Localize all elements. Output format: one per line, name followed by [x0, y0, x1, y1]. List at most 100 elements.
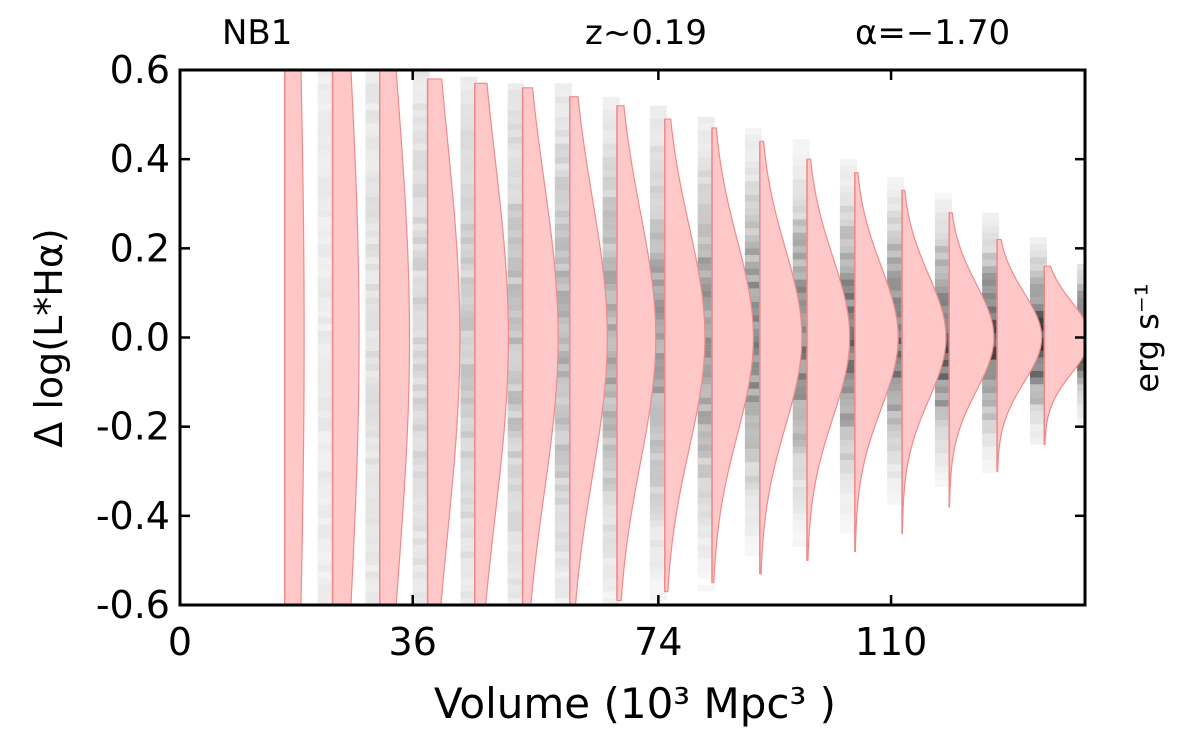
histogram-bin — [934, 259, 952, 267]
histogram-bin — [602, 384, 620, 391]
histogram-bin — [412, 237, 430, 244]
histogram-bin — [649, 399, 667, 407]
histogram-bin — [412, 290, 430, 298]
violin-shape — [522, 87, 559, 605]
histogram-bin — [839, 460, 857, 467]
histogram-bin — [460, 484, 478, 492]
histogram-bin — [460, 564, 478, 572]
histogram-bin — [649, 480, 667, 487]
histogram-bin — [649, 486, 667, 494]
histogram-bin — [649, 299, 667, 307]
histogram-bin — [792, 139, 810, 146]
histogram-bin — [1029, 284, 1047, 291]
histogram-bin — [887, 190, 905, 198]
histogram-bin — [602, 350, 620, 358]
histogram-bin — [649, 406, 667, 414]
histogram-bin — [697, 177, 715, 184]
histogram-bin — [507, 484, 525, 492]
violin-shape — [664, 118, 706, 593]
histogram-bin — [507, 324, 525, 331]
histogram-bin — [365, 598, 383, 605]
histogram-bin — [934, 413, 952, 420]
histogram-bin — [649, 205, 667, 213]
histogram-bin — [1029, 270, 1047, 278]
chart-axes: 0.6 0.4 0.2 0.0 -0.2 -0.4 -0.60 36 74 110 — [96, 48, 1087, 664]
histogram-bin — [365, 444, 383, 452]
histogram-bin — [507, 183, 525, 191]
histogram-bin — [365, 491, 383, 498]
histogram-bin — [412, 130, 430, 137]
histogram-bin — [554, 243, 572, 251]
histogram-bin — [744, 154, 762, 162]
histogram-bin — [792, 460, 810, 467]
histogram-bin — [317, 598, 335, 605]
histogram-bin — [365, 103, 383, 111]
histogram-bin — [982, 386, 1000, 394]
histogram-bin — [460, 163, 478, 171]
histogram-bin — [792, 252, 810, 260]
histogram-bin — [934, 286, 952, 293]
histogram-bin — [460, 257, 478, 264]
histogram-bin — [507, 558, 525, 565]
histogram-bin — [365, 471, 383, 478]
histogram-bin — [744, 255, 762, 262]
histogram-bin — [934, 366, 952, 374]
histogram-bin — [554, 524, 572, 532]
histogram-bin — [792, 366, 810, 374]
histogram-bin — [507, 143, 525, 151]
histogram-bin — [412, 437, 430, 445]
histogram-bin — [839, 199, 857, 206]
histogram-bin — [554, 90, 572, 97]
histogram-bin — [649, 560, 667, 568]
histogram-bin — [365, 524, 383, 532]
histogram-bin — [744, 482, 762, 490]
histogram-bin — [744, 241, 762, 249]
histogram-bin — [839, 159, 857, 166]
histogram-bin — [365, 76, 383, 84]
histogram-bin — [412, 310, 430, 318]
violin-shape — [1043, 265, 1085, 446]
histogram-bin — [602, 330, 620, 338]
histogram-bin — [365, 223, 383, 231]
histogram-bin — [744, 475, 762, 483]
histogram-bin — [460, 384, 478, 391]
histogram-bin — [460, 424, 478, 432]
x-tick-label: 110 — [855, 620, 928, 664]
column-1 — [283, 70, 335, 605]
histogram-bin — [507, 584, 525, 592]
histogram-bin — [649, 125, 667, 133]
histogram-bin — [460, 524, 478, 532]
histogram-bin — [460, 123, 478, 131]
histogram-bin — [412, 444, 430, 452]
violin-shape — [616, 105, 657, 602]
histogram-bin — [554, 284, 572, 291]
histogram-bin — [982, 266, 1000, 273]
histogram-bin — [412, 83, 430, 91]
y-tick-label: 0.4 — [110, 137, 170, 181]
histogram-bin — [792, 426, 810, 434]
histogram-bin — [507, 531, 525, 539]
histogram-bin — [982, 373, 1000, 380]
histogram-bin — [554, 498, 572, 505]
histogram-bin — [460, 143, 478, 151]
histogram-bin — [602, 411, 620, 418]
y-tick-label: 0.6 — [110, 48, 170, 92]
histogram-bin — [507, 457, 525, 465]
histogram-bin — [602, 156, 620, 164]
histogram-bin — [934, 433, 952, 441]
histogram-bin — [507, 524, 525, 532]
histogram-bin — [602, 484, 620, 492]
histogram-bin — [460, 397, 478, 405]
histogram-bin — [887, 391, 905, 398]
histogram-bin — [460, 391, 478, 398]
histogram-bin — [697, 350, 715, 358]
histogram-bin — [554, 257, 572, 264]
histogram-bin — [744, 489, 762, 496]
histogram-bin — [507, 223, 525, 231]
histogram-bin — [602, 317, 620, 325]
histogram-bin — [649, 152, 667, 160]
histogram-bin — [317, 397, 335, 405]
histogram-bin — [554, 136, 572, 144]
histogram-bin — [365, 558, 383, 565]
histogram-bin — [602, 591, 620, 599]
